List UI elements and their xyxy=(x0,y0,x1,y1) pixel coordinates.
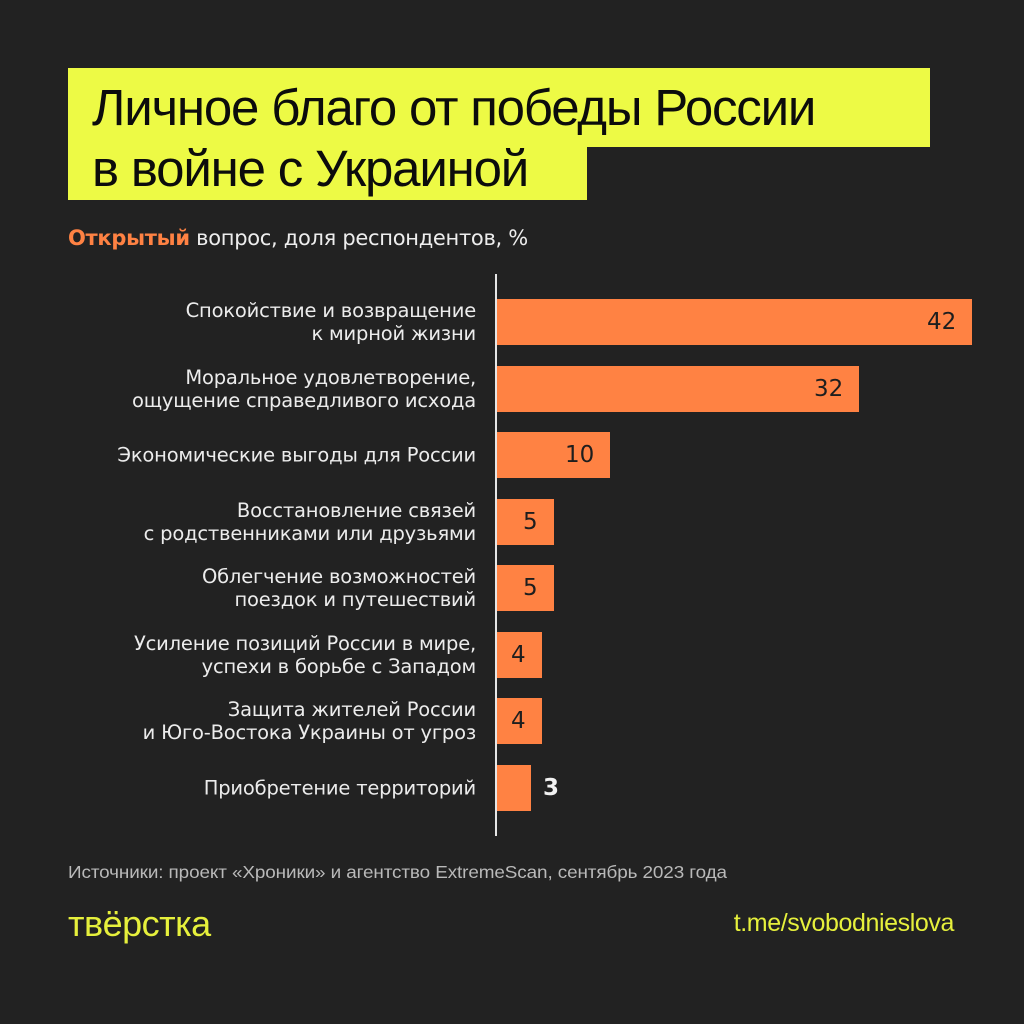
bar xyxy=(497,499,554,545)
subtitle-accent: Открытый xyxy=(68,226,190,250)
bar-value-label: 4 xyxy=(511,642,526,668)
y-axis-line xyxy=(495,274,497,836)
bar xyxy=(497,366,859,412)
category-label: Моральное удовлетворение, ощущение справе… xyxy=(132,366,476,412)
category-label-line-1: Экономические выгоды для России xyxy=(117,443,476,467)
category-label: Защита жителей России и Юго-Востока Украи… xyxy=(142,698,477,744)
bar-value-label: 4 xyxy=(511,708,526,734)
category-label-line-1: Моральное удовлетворение, xyxy=(185,366,476,389)
bar xyxy=(497,299,972,345)
chart-row: Спокойствие и возвращение к мирной жизни 4… xyxy=(0,299,1024,345)
category-label-line-2: поездок и путешествий xyxy=(234,588,476,611)
source-note: Источники: проект «Хроники» и агентство … xyxy=(68,862,727,882)
bar xyxy=(497,632,542,678)
bar-value-label: 3 xyxy=(543,775,560,801)
bar-value-label: 5 xyxy=(523,509,538,535)
bar xyxy=(497,432,610,478)
bar xyxy=(497,765,531,811)
chart-row: Экономические выгоды для России 10 xyxy=(0,432,1024,478)
channel-link[interactable]: t.me/svobodnieslova xyxy=(733,909,955,937)
bar-value-label: 10 xyxy=(565,442,595,468)
subtitle-rest: вопрос, доля респондентов, % xyxy=(189,226,528,250)
category-label-line-1: Восстановление связей xyxy=(236,499,476,522)
category-label: Усиление позиций России в мире, успехи в … xyxy=(134,632,476,678)
chart-row: Приобретение территорий 3 xyxy=(0,765,1024,811)
category-label: Облегчение возможностей поездок и путешес… xyxy=(202,565,476,611)
category-label-line-2: успехи в борьбе с Западом xyxy=(201,655,477,678)
chart-subtitle: Открытый вопрос, доля респондентов, % xyxy=(68,226,528,250)
title-block: Личное благо от победы России в войне с … xyxy=(68,68,930,200)
chart-row: Защита жителей России и Юго-Востока Украи… xyxy=(0,698,1024,744)
category-label-line-2: к мирной жизни xyxy=(311,322,476,345)
title-line-1: Личное благо от победы России xyxy=(68,68,930,147)
category-label-line-1: Спокойствие и возвращение xyxy=(185,299,477,322)
category-label-line-1: Защита жителей России xyxy=(227,698,476,721)
chart-row: Облегчение возможностей поездок и путешес… xyxy=(0,565,1024,611)
category-label-line-1: Приобретение территорий xyxy=(203,776,476,800)
bar-value-label: 5 xyxy=(523,575,538,601)
category-label: Спокойствие и возвращение к мирной жизни xyxy=(185,299,477,345)
chart-row: Восстановление связей с родственниками ил… xyxy=(0,499,1024,545)
bar xyxy=(497,565,554,611)
category-label-line-1: Усиление позиций России в мире, xyxy=(133,632,476,655)
category-label: Восстановление связей с родственниками ил… xyxy=(143,499,477,545)
chart-row: Моральное удовлетворение, ощущение справе… xyxy=(0,366,1024,412)
category-label: Приобретение территорий xyxy=(204,777,476,800)
category-label: Экономические выгоды для России xyxy=(117,444,476,467)
chart-row: Усиление позиций России в мире, успехи в … xyxy=(0,632,1024,678)
category-label-line-2: с родственниками или друзьями xyxy=(143,522,477,545)
bar-value-label: 42 xyxy=(927,309,957,335)
brand-logo: твёрстка xyxy=(68,903,211,944)
category-label-line-2: ощущение справедливого исхода xyxy=(131,389,476,412)
bar-chart: Спокойствие и возвращение к мирной жизни 4… xyxy=(0,274,1024,836)
category-label-line-1: Облегчение возможностей xyxy=(201,565,476,588)
title-line-2: в войне с Украиной xyxy=(68,143,587,200)
bar xyxy=(497,698,542,744)
category-label-line-2: и Юго-Востока Украины от угроз xyxy=(142,721,477,744)
bar-value-label: 32 xyxy=(814,376,844,402)
